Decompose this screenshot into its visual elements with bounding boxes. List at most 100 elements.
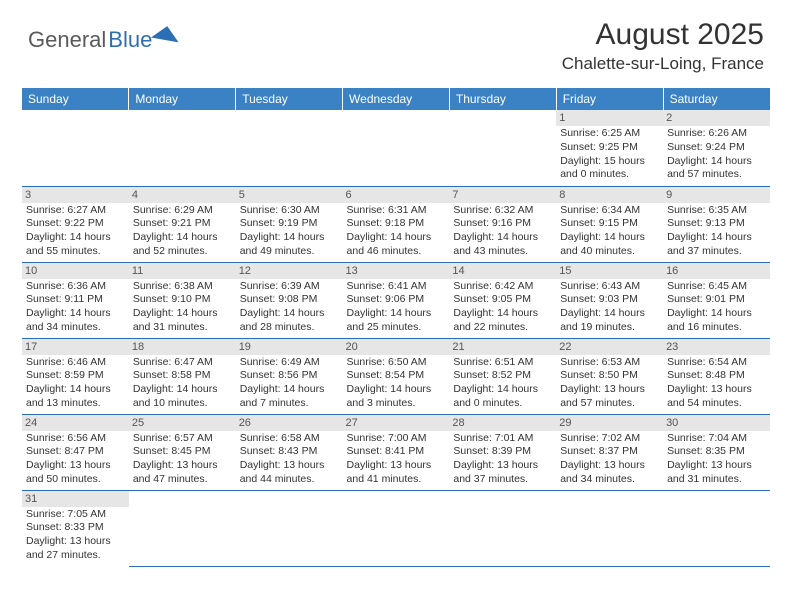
day-number: 16 (663, 263, 770, 279)
calendar-day-cell: 20Sunrise: 6:50 AMSunset: 8:54 PMDayligh… (343, 338, 450, 414)
sunset-line: Sunset: 9:06 PM (347, 293, 446, 307)
header: General Blue August 2025 Chalette-sur-Lo… (0, 0, 792, 82)
sunrise-line: Sunrise: 6:30 AM (240, 204, 339, 218)
sunset-line: Sunset: 9:11 PM (26, 293, 125, 307)
sunset-line: Sunset: 8:41 PM (347, 445, 446, 459)
calendar-table: SundayMondayTuesdayWednesdayThursdayFrid… (22, 88, 770, 567)
sunset-line: Sunset: 8:39 PM (453, 445, 552, 459)
calendar-empty-cell (236, 490, 343, 566)
calendar-day-cell: 16Sunrise: 6:45 AMSunset: 9:01 PMDayligh… (663, 262, 770, 338)
calendar-day-cell: 3Sunrise: 6:27 AMSunset: 9:22 PMDaylight… (22, 186, 129, 262)
weekday-header: Tuesday (236, 88, 343, 110)
calendar-day-cell: 28Sunrise: 7:01 AMSunset: 8:39 PMDayligh… (449, 414, 556, 490)
calendar-empty-cell (129, 490, 236, 566)
title-block: August 2025 Chalette-sur-Loing, France (562, 18, 764, 74)
daylight-line: Daylight: 13 hours and 47 minutes. (133, 459, 232, 486)
sunset-line: Sunset: 9:13 PM (667, 217, 766, 231)
calendar-day-cell: 24Sunrise: 6:56 AMSunset: 8:47 PMDayligh… (22, 414, 129, 490)
calendar-day-cell: 5Sunrise: 6:30 AMSunset: 9:19 PMDaylight… (236, 186, 343, 262)
sunset-line: Sunset: 8:48 PM (667, 369, 766, 383)
page-subtitle: Chalette-sur-Loing, France (562, 54, 764, 74)
sunrise-line: Sunrise: 6:26 AM (667, 127, 766, 141)
day-number: 29 (556, 415, 663, 431)
daylight-line: Daylight: 14 hours and 25 minutes. (347, 307, 446, 334)
day-number: 4 (129, 187, 236, 203)
sunrise-line: Sunrise: 6:25 AM (560, 127, 659, 141)
day-number: 28 (449, 415, 556, 431)
calendar-day-cell: 11Sunrise: 6:38 AMSunset: 9:10 PMDayligh… (129, 262, 236, 338)
daylight-line: Daylight: 14 hours and 28 minutes. (240, 307, 339, 334)
calendar-week-row: 10Sunrise: 6:36 AMSunset: 9:11 PM Dayligh… (22, 262, 770, 338)
sunrise-line: Sunrise: 6:31 AM (347, 204, 446, 218)
day-number: 12 (236, 263, 343, 279)
daylight-line: Daylight: 13 hours and 50 minutes. (26, 459, 125, 486)
sunrise-line: Sunrise: 7:04 AM (667, 432, 766, 446)
day-number: 27 (343, 415, 450, 431)
sunrise-line: Sunrise: 6:51 AM (453, 356, 552, 370)
day-number: 24 (22, 415, 129, 431)
calendar-week-row: 17Sunrise: 6:46 AMSunset: 8:59 PM Dayligh… (22, 338, 770, 414)
daylight-line: Daylight: 14 hours and 7 minutes. (240, 383, 339, 410)
day-number: 10 (22, 263, 129, 279)
sunset-line: Sunset: 8:37 PM (560, 445, 659, 459)
daylight-line: Daylight: 14 hours and 49 minutes. (240, 231, 339, 258)
calendar-day-cell: 9Sunrise: 6:35 AMSunset: 9:13 PMDaylight… (663, 186, 770, 262)
sunrise-line: Sunrise: 6:36 AM (26, 280, 125, 294)
sunset-line: Sunset: 8:59 PM (26, 369, 125, 383)
calendar-day-cell: 17Sunrise: 6:46 AMSunset: 8:59 PMDayligh… (22, 338, 129, 414)
sunrise-line: Sunrise: 7:00 AM (347, 432, 446, 446)
daylight-line: Daylight: 13 hours and 34 minutes. (560, 459, 659, 486)
sunset-line: Sunset: 8:50 PM (560, 369, 659, 383)
day-number: 25 (129, 415, 236, 431)
sunrise-line: Sunrise: 6:56 AM (26, 432, 125, 446)
day-number: 5 (236, 187, 343, 203)
day-number: 23 (663, 339, 770, 355)
daylight-line: Daylight: 13 hours and 37 minutes. (453, 459, 552, 486)
sunrise-line: Sunrise: 7:01 AM (453, 432, 552, 446)
calendar-day-cell: 2Sunrise: 6:26 AMSunset: 9:24 PMDaylight… (663, 110, 770, 186)
daylight-line: Daylight: 14 hours and 31 minutes. (133, 307, 232, 334)
calendar-header-row: SundayMondayTuesdayWednesdayThursdayFrid… (22, 88, 770, 110)
day-number: 17 (22, 339, 129, 355)
weekday-header: Saturday (663, 88, 770, 110)
daylight-line: Daylight: 14 hours and 3 minutes. (347, 383, 446, 410)
calendar-day-cell: 13Sunrise: 6:41 AMSunset: 9:06 PMDayligh… (343, 262, 450, 338)
sunset-line: Sunset: 9:15 PM (560, 217, 659, 231)
daylight-line: Daylight: 13 hours and 54 minutes. (667, 383, 766, 410)
sunrise-line: Sunrise: 7:02 AM (560, 432, 659, 446)
sunset-line: Sunset: 8:45 PM (133, 445, 232, 459)
sunset-line: Sunset: 9:10 PM (133, 293, 232, 307)
calendar-empty-cell (129, 110, 236, 186)
calendar-week-row: 3Sunrise: 6:27 AMSunset: 9:22 PMDaylight… (22, 186, 770, 262)
sunset-line: Sunset: 9:24 PM (667, 141, 766, 155)
sunrise-line: Sunrise: 6:46 AM (26, 356, 125, 370)
sunrise-line: Sunrise: 6:39 AM (240, 280, 339, 294)
day-number: 26 (236, 415, 343, 431)
day-number: 30 (663, 415, 770, 431)
sunrise-line: Sunrise: 6:53 AM (560, 356, 659, 370)
sunrise-line: Sunrise: 6:47 AM (133, 356, 232, 370)
daylight-line: Daylight: 14 hours and 0 minutes. (453, 383, 552, 410)
calendar-day-cell: 26Sunrise: 6:58 AMSunset: 8:43 PMDayligh… (236, 414, 343, 490)
calendar-day-cell: 18Sunrise: 6:47 AMSunset: 8:58 PMDayligh… (129, 338, 236, 414)
calendar-day-cell: 22Sunrise: 6:53 AMSunset: 8:50 PMDayligh… (556, 338, 663, 414)
daylight-line: Daylight: 13 hours and 27 minutes. (26, 535, 125, 562)
daylight-line: Daylight: 14 hours and 46 minutes. (347, 231, 446, 258)
sunrise-line: Sunrise: 6:57 AM (133, 432, 232, 446)
day-number: 20 (343, 339, 450, 355)
sunrise-line: Sunrise: 6:35 AM (667, 204, 766, 218)
sunset-line: Sunset: 9:16 PM (453, 217, 552, 231)
daylight-line: Daylight: 13 hours and 44 minutes. (240, 459, 339, 486)
day-number: 3 (22, 187, 129, 203)
day-number: 15 (556, 263, 663, 279)
calendar-empty-cell (449, 490, 556, 566)
day-number: 14 (449, 263, 556, 279)
calendar-week-row: 24Sunrise: 6:56 AMSunset: 8:47 PMDayligh… (22, 414, 770, 490)
sunrise-line: Sunrise: 6:54 AM (667, 356, 766, 370)
daylight-line: Daylight: 14 hours and 16 minutes. (667, 307, 766, 334)
calendar-empty-cell (663, 490, 770, 566)
sunset-line: Sunset: 9:22 PM (26, 217, 125, 231)
calendar-empty-cell (449, 110, 556, 186)
sunset-line: Sunset: 9:05 PM (453, 293, 552, 307)
calendar-day-cell: 6Sunrise: 6:31 AMSunset: 9:18 PMDaylight… (343, 186, 450, 262)
